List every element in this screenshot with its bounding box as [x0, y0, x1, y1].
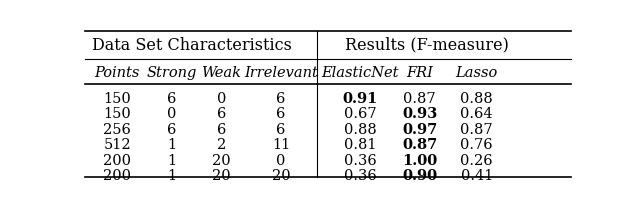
Text: 200: 200 — [103, 168, 131, 182]
Text: 6: 6 — [167, 122, 177, 136]
Text: 0.67: 0.67 — [344, 107, 376, 121]
Text: 0.97: 0.97 — [402, 122, 437, 136]
Text: 0: 0 — [217, 91, 226, 105]
Text: 6: 6 — [167, 91, 177, 105]
Text: 0.64: 0.64 — [461, 107, 493, 121]
Text: 1.00: 1.00 — [402, 153, 437, 167]
Text: 0.81: 0.81 — [344, 137, 376, 151]
Text: 0.36: 0.36 — [344, 168, 376, 182]
Text: 1: 1 — [167, 153, 177, 167]
Text: 256: 256 — [103, 122, 131, 136]
Text: 20: 20 — [212, 153, 230, 167]
Text: Data Set Characteristics: Data Set Characteristics — [92, 37, 292, 53]
Text: 6: 6 — [217, 107, 226, 121]
Text: 0.93: 0.93 — [402, 107, 437, 121]
Text: 0.26: 0.26 — [461, 153, 493, 167]
Text: 0.87: 0.87 — [403, 91, 436, 105]
Text: 6: 6 — [276, 122, 285, 136]
Text: 0: 0 — [167, 107, 177, 121]
Text: 150: 150 — [103, 91, 131, 105]
Text: 6: 6 — [217, 122, 226, 136]
Text: 6: 6 — [276, 91, 285, 105]
Text: Results (F-measure): Results (F-measure) — [345, 37, 509, 53]
Text: 1: 1 — [167, 168, 177, 182]
Text: ElasticNet: ElasticNet — [321, 65, 399, 79]
Text: 0.90: 0.90 — [402, 168, 437, 182]
Text: 20: 20 — [271, 168, 290, 182]
Text: FRI: FRI — [406, 65, 433, 79]
Text: 0.41: 0.41 — [461, 168, 493, 182]
Text: 6: 6 — [276, 107, 285, 121]
Text: 0.88: 0.88 — [344, 122, 376, 136]
Text: Irrelevant: Irrelevant — [244, 65, 318, 79]
Text: Lasso: Lasso — [456, 65, 498, 79]
Text: Strong: Strong — [147, 65, 197, 79]
Text: 0.76: 0.76 — [461, 137, 493, 151]
Text: 200: 200 — [103, 153, 131, 167]
Text: 20: 20 — [212, 168, 230, 182]
Text: 0: 0 — [276, 153, 285, 167]
Text: 0.88: 0.88 — [460, 91, 493, 105]
Text: 512: 512 — [104, 137, 131, 151]
Text: Weak: Weak — [202, 65, 241, 79]
Text: Points: Points — [95, 65, 140, 79]
Text: 0.87: 0.87 — [402, 137, 437, 151]
Text: 2: 2 — [217, 137, 226, 151]
Text: 1: 1 — [167, 137, 177, 151]
Text: 0.87: 0.87 — [461, 122, 493, 136]
Text: 150: 150 — [103, 107, 131, 121]
Text: 0.91: 0.91 — [342, 91, 378, 105]
Text: 11: 11 — [272, 137, 290, 151]
Text: 0.36: 0.36 — [344, 153, 376, 167]
